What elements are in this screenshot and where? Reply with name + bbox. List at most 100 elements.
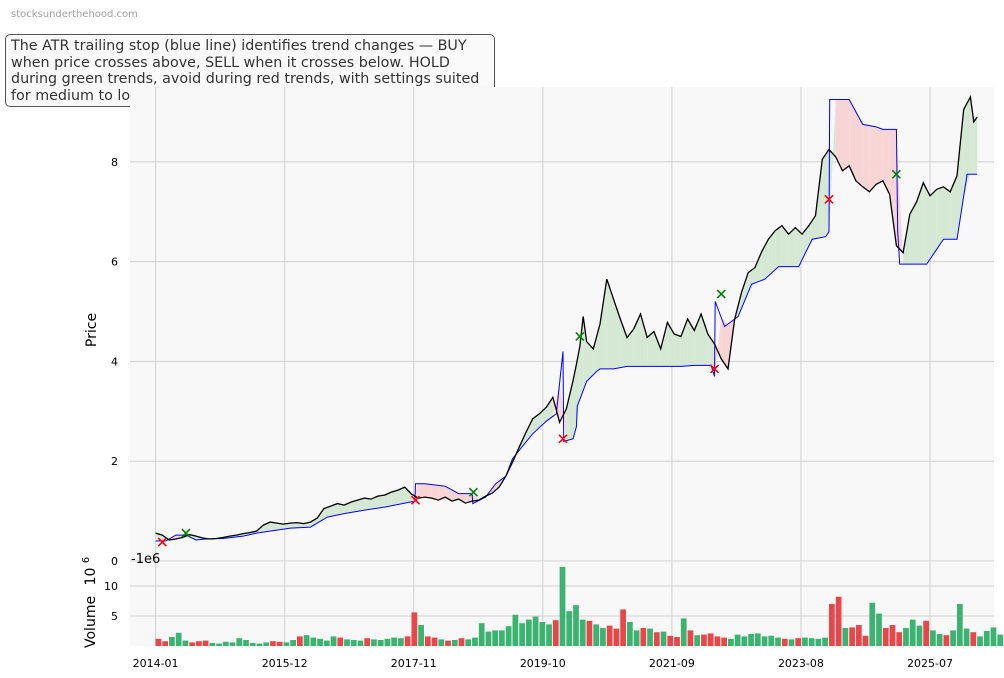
buy-marker bbox=[468, 487, 479, 497]
volume-bar bbox=[310, 637, 317, 646]
volume-bar bbox=[674, 637, 680, 646]
volume-bar bbox=[552, 620, 559, 646]
uptrend-fill-segment bbox=[775, 225, 782, 270]
volume-bar bbox=[525, 619, 532, 646]
volume-bar bbox=[317, 638, 323, 646]
volume-bar bbox=[546, 624, 552, 646]
x-tick-2014-01: 2014-01 bbox=[133, 657, 179, 670]
sell-marker bbox=[157, 537, 167, 547]
volume-bar bbox=[391, 637, 398, 646]
uptrend-fill-segment bbox=[950, 175, 957, 240]
x-tick-2017-11: 2017-11 bbox=[391, 657, 437, 670]
volume-bar bbox=[768, 635, 775, 646]
volume-bar bbox=[829, 604, 835, 646]
volume-bar bbox=[499, 630, 505, 646]
volume-bar bbox=[701, 634, 707, 646]
volume-bar bbox=[303, 635, 310, 646]
volume-bar bbox=[876, 613, 882, 646]
volume-bar bbox=[411, 612, 418, 646]
downtrend-fill-segment bbox=[431, 484, 439, 501]
uptrend-fill-segment bbox=[768, 230, 776, 276]
volume-bar bbox=[727, 638, 734, 646]
x-tick-2019-10: 2019-10 bbox=[520, 657, 566, 670]
volume-bar bbox=[539, 622, 546, 646]
uptrend-fill-segment bbox=[822, 149, 830, 238]
uptrend-fill-segment bbox=[600, 279, 607, 369]
volume-axis-exponent: 10 bbox=[83, 568, 99, 586]
uptrend-fill-segment bbox=[330, 503, 338, 517]
x-tick-2023-08: 2023-08 bbox=[778, 657, 824, 670]
volume-bar bbox=[970, 632, 977, 646]
volume-bar bbox=[323, 640, 330, 646]
downtrend-fill-segment bbox=[869, 125, 877, 192]
price-y-ticks: 0 2 4 6 8 bbox=[111, 156, 118, 568]
volume-axis-label-text: Volume bbox=[83, 596, 99, 648]
volume-bar bbox=[808, 638, 815, 646]
uptrend-fill-segment bbox=[916, 182, 924, 265]
x-tick-2015-12: 2015-12 bbox=[262, 657, 308, 670]
uptrend-fill-segment bbox=[579, 316, 584, 400]
volume-bar bbox=[256, 643, 263, 646]
volume-bar bbox=[680, 618, 687, 646]
volume-bar bbox=[882, 628, 889, 646]
volume-bar bbox=[492, 630, 499, 646]
volume-bar bbox=[802, 637, 808, 646]
volume-bar bbox=[923, 620, 930, 646]
watermark: stocksunderthehood.com bbox=[11, 9, 138, 20]
downtrend-fill-segment bbox=[451, 489, 459, 502]
downtrend-fill-segment bbox=[714, 317, 722, 377]
uptrend-fill-segment bbox=[350, 500, 358, 513]
uptrend-fill-segment bbox=[586, 341, 594, 382]
volume-bar bbox=[162, 641, 169, 646]
volume-bar bbox=[761, 636, 768, 646]
volume-bar bbox=[532, 616, 539, 646]
downtrend-fill-segment bbox=[882, 129, 890, 195]
buy-marker bbox=[716, 289, 726, 299]
volume-bar bbox=[209, 643, 216, 646]
volume-bar bbox=[714, 636, 721, 646]
volume-bar bbox=[640, 628, 647, 646]
uptrend-fill-segment bbox=[660, 322, 668, 367]
uptrend-fill-segment bbox=[802, 225, 809, 260]
volume-bar bbox=[613, 628, 620, 646]
volume-bar bbox=[822, 637, 829, 646]
volume-exponent-power: 6 bbox=[81, 557, 92, 563]
uptrend-fill-segment bbox=[283, 523, 291, 530]
volume-bar bbox=[451, 640, 458, 646]
uptrend-fill-segment bbox=[310, 518, 318, 528]
volume-bar bbox=[222, 641, 229, 646]
downtrend-fill-segment bbox=[411, 483, 419, 502]
volume-bars bbox=[155, 566, 1004, 646]
volume-bar bbox=[175, 632, 182, 646]
uptrend-fill-segment bbox=[566, 380, 574, 441]
volume-bar bbox=[626, 622, 633, 646]
volume-bar bbox=[290, 640, 297, 646]
uptrend-fill-segment bbox=[923, 182, 931, 265]
volume-bar bbox=[855, 625, 862, 646]
volume-bar bbox=[243, 640, 249, 646]
downtrend-fill-segment bbox=[552, 382, 560, 423]
volume-bar bbox=[384, 638, 391, 646]
volume-offset-label: -1e6 bbox=[131, 552, 160, 567]
volume-bar bbox=[283, 642, 290, 646]
uptrend-fill-segment bbox=[384, 492, 392, 508]
volume-bar bbox=[377, 640, 384, 646]
uptrend-fill-segment bbox=[357, 498, 365, 512]
volume-bar bbox=[647, 628, 653, 646]
volume-bar bbox=[182, 640, 189, 646]
uptrend-fill-segment bbox=[667, 322, 675, 367]
volume-bar bbox=[930, 630, 936, 646]
uptrend-fill-segment bbox=[573, 363, 577, 439]
volume-bar bbox=[707, 633, 714, 646]
uptrend-fill-segment bbox=[290, 522, 298, 529]
volume-bar bbox=[633, 630, 640, 646]
volume-bar bbox=[270, 641, 276, 646]
volume-bar bbox=[404, 636, 411, 646]
downtrend-fill-segment bbox=[835, 99, 843, 171]
volume-bar bbox=[963, 628, 970, 646]
uptrend-fill-segment bbox=[398, 487, 405, 505]
downtrend-fill-segment bbox=[842, 99, 850, 171]
volume-bar bbox=[667, 635, 674, 646]
volume-bar bbox=[943, 635, 950, 646]
